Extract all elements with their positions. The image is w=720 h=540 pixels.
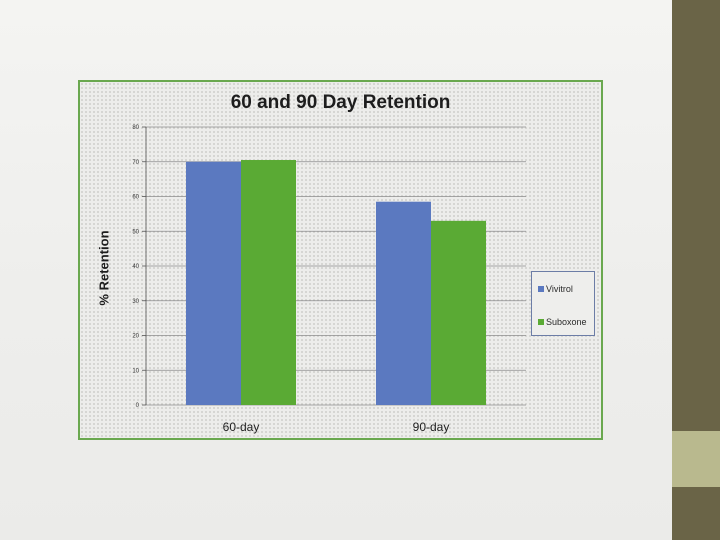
y-tick-label: 50 [132,229,139,235]
y-tick-label: 80 [132,125,139,131]
x-category-label: 90-day [413,420,450,434]
y-tick-label: 0 [136,403,140,409]
slide-side-accent [672,431,720,487]
y-tick-label: 60 [132,195,139,201]
bar-vivitrol-90-day [376,201,431,405]
chart-frame [78,80,603,440]
legend-label-vivitrol: Vivitrol [546,284,573,294]
y-tick-label: 70 [132,160,139,166]
y-axis-label: % Retention [96,230,112,306]
legend-item-suboxone: Suboxone [538,317,587,327]
legend-swatch-suboxone [538,319,544,325]
chart-title: 60 and 90 Day Retention [230,92,451,113]
x-category-label: 60-day [223,420,260,434]
y-tick-label: 20 [132,334,139,340]
bar-chart: 0 10 20 30 40 50 60 70 80 60-day 90-day [132,125,526,434]
y-tick-label: 10 [132,368,139,374]
legend: Vivitrol Suboxone [531,271,595,336]
legend-item-vivitrol: Vivitrol [538,284,573,294]
bar-vivitrol-60-day [186,161,241,405]
bar-suboxone-90-day [431,220,486,405]
y-tick-label: 30 [132,299,139,305]
bar-suboxone-60-day [241,160,296,405]
y-tick-label: 40 [132,264,139,270]
legend-label-suboxone: Suboxone [546,317,587,327]
legend-swatch-vivitrol [538,286,544,292]
